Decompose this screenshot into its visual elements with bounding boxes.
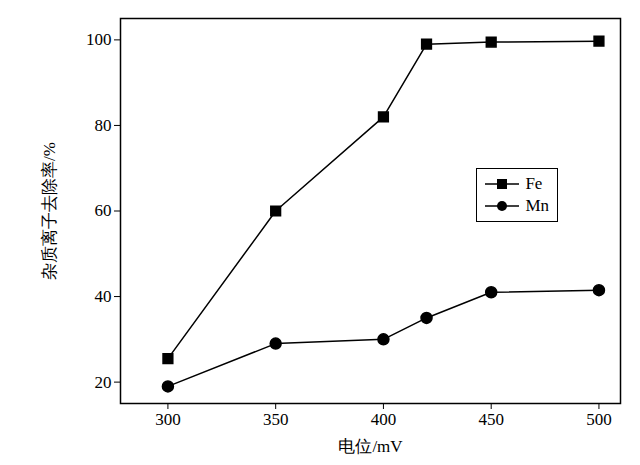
svg-text:400: 400 [371,410,397,429]
svg-text:60: 60 [95,201,112,220]
svg-text:500: 500 [586,410,612,429]
svg-text:300: 300 [155,410,181,429]
svg-text:100: 100 [86,30,112,49]
html-text:Fe: Fe [525,174,543,193]
svg-text:350: 350 [263,410,289,429]
html-text:Mn: Mn [525,196,549,215]
svg-text:450: 450 [478,410,504,429]
svg-text:杂质离子去除率/%: 杂质离子去除率/% [40,142,59,280]
svg-text:电位/mV: 电位/mV [338,437,403,456]
svg-text:80: 80 [95,116,112,135]
svg-text:40: 40 [95,287,112,306]
svg-text:20: 20 [95,373,112,392]
